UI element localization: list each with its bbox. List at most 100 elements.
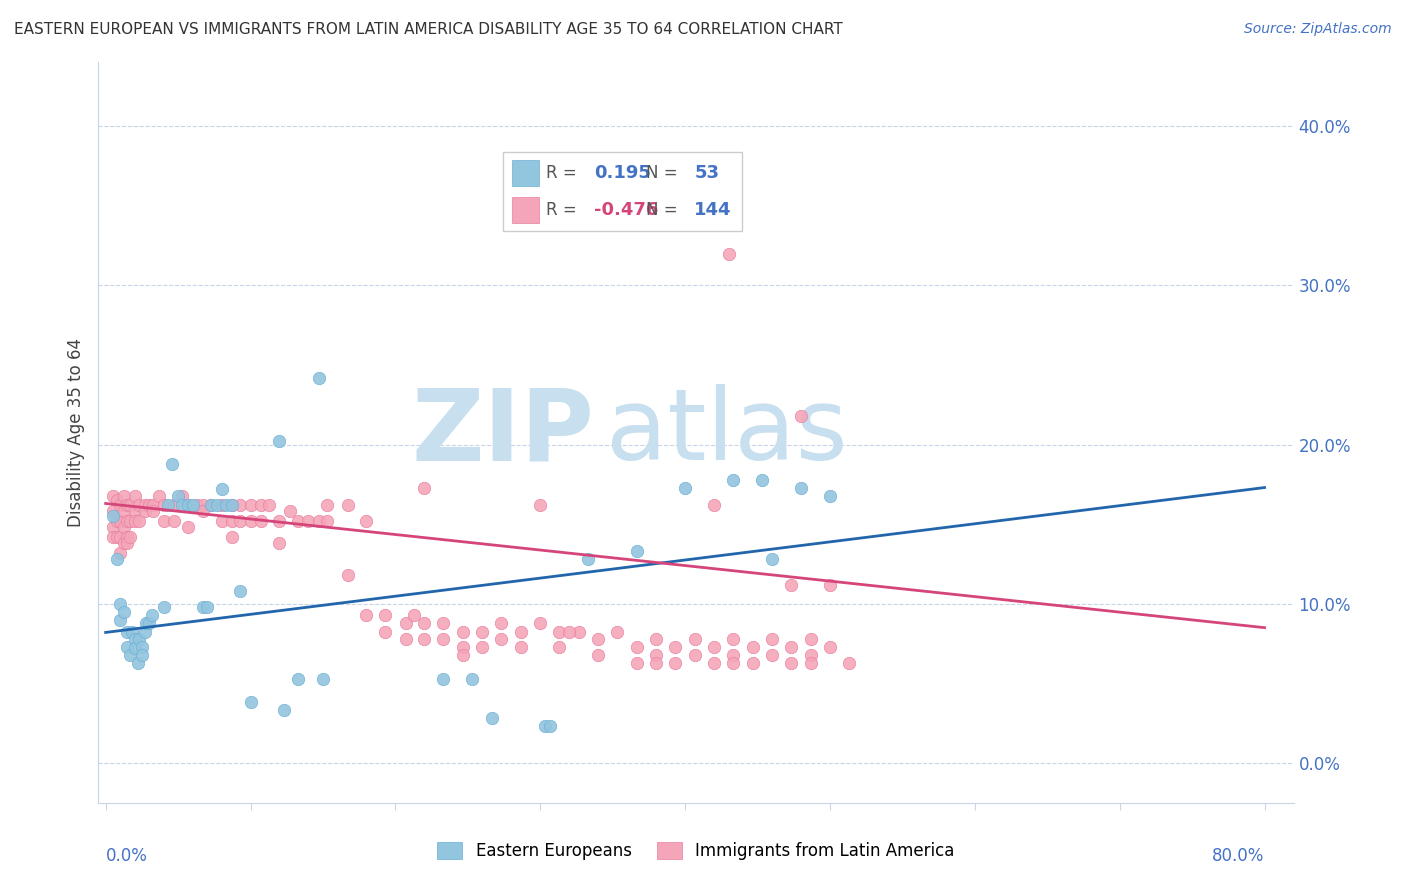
Point xyxy=(105,530,128,544)
Point xyxy=(721,648,744,662)
Point xyxy=(229,498,252,512)
Point xyxy=(800,656,823,670)
Point xyxy=(162,457,184,471)
Point xyxy=(114,489,136,503)
Point xyxy=(548,640,571,654)
Point xyxy=(645,648,668,662)
Point xyxy=(101,509,124,524)
Point xyxy=(461,672,484,686)
Point xyxy=(481,711,503,725)
Point xyxy=(838,656,860,670)
Point xyxy=(779,640,801,654)
Point xyxy=(606,625,628,640)
Point xyxy=(134,498,156,512)
Point xyxy=(120,530,142,544)
Point xyxy=(239,696,262,710)
Point xyxy=(114,504,136,518)
Point xyxy=(200,498,222,512)
Point xyxy=(568,625,591,640)
Point xyxy=(453,640,475,654)
Point xyxy=(120,648,142,662)
Point xyxy=(105,514,128,528)
Point xyxy=(211,498,233,512)
Point xyxy=(790,481,813,495)
Point xyxy=(432,672,454,686)
Point xyxy=(761,648,783,662)
Point xyxy=(249,498,271,512)
Text: 0.0%: 0.0% xyxy=(105,847,148,865)
Text: R =: R = xyxy=(546,201,582,219)
Point xyxy=(818,640,841,654)
Point xyxy=(586,648,609,662)
Point xyxy=(374,625,396,640)
Text: N =: N = xyxy=(647,201,683,219)
Point xyxy=(742,640,765,654)
Point xyxy=(538,719,561,733)
Text: 144: 144 xyxy=(695,201,733,219)
Text: 80.0%: 80.0% xyxy=(1212,847,1264,865)
Point xyxy=(703,498,725,512)
Point xyxy=(529,615,551,630)
Point xyxy=(269,514,291,528)
FancyBboxPatch shape xyxy=(503,152,742,231)
Point xyxy=(101,489,124,503)
Point xyxy=(114,536,136,550)
Point xyxy=(108,514,131,528)
Point xyxy=(134,625,156,640)
Text: N =: N = xyxy=(647,164,683,182)
Point xyxy=(413,632,436,646)
Point xyxy=(413,615,436,630)
Point xyxy=(131,640,153,654)
Point xyxy=(191,599,214,614)
Point xyxy=(297,514,319,528)
Text: ZIP: ZIP xyxy=(412,384,595,481)
Y-axis label: Disability Age 35 to 64: Disability Age 35 to 64 xyxy=(67,338,86,527)
FancyBboxPatch shape xyxy=(512,161,538,186)
Point xyxy=(308,370,330,384)
Point xyxy=(703,640,725,654)
Point xyxy=(134,504,156,518)
Point xyxy=(818,577,841,591)
Point xyxy=(152,599,174,614)
Point xyxy=(239,514,262,528)
Point xyxy=(215,498,238,512)
Point xyxy=(172,489,194,503)
Point xyxy=(394,632,416,646)
Point xyxy=(152,498,174,512)
Point xyxy=(779,656,801,670)
Point xyxy=(800,648,823,662)
Point xyxy=(101,530,124,544)
Point xyxy=(124,632,146,646)
Point xyxy=(229,514,252,528)
Point xyxy=(114,520,136,534)
Point xyxy=(191,504,214,518)
Point xyxy=(229,584,252,599)
Point xyxy=(120,498,142,512)
Point xyxy=(108,597,131,611)
Point xyxy=(124,504,146,518)
Point xyxy=(790,409,813,423)
Point xyxy=(287,672,309,686)
Point xyxy=(761,632,783,646)
Point xyxy=(533,719,555,733)
Point xyxy=(205,498,228,512)
Point xyxy=(356,514,378,528)
Point xyxy=(645,632,668,646)
Point xyxy=(117,514,139,528)
Point xyxy=(471,625,494,640)
Point xyxy=(120,514,142,528)
Point xyxy=(186,498,208,512)
Point xyxy=(141,607,163,622)
Point xyxy=(626,544,648,558)
Point xyxy=(683,632,706,646)
Point xyxy=(142,498,165,512)
Point xyxy=(818,489,841,503)
Point xyxy=(108,546,131,560)
Point xyxy=(356,607,378,622)
Point xyxy=(626,656,648,670)
Point xyxy=(721,473,744,487)
Point xyxy=(117,530,139,544)
Point xyxy=(172,498,194,512)
Point xyxy=(239,498,262,512)
Point xyxy=(374,607,396,622)
